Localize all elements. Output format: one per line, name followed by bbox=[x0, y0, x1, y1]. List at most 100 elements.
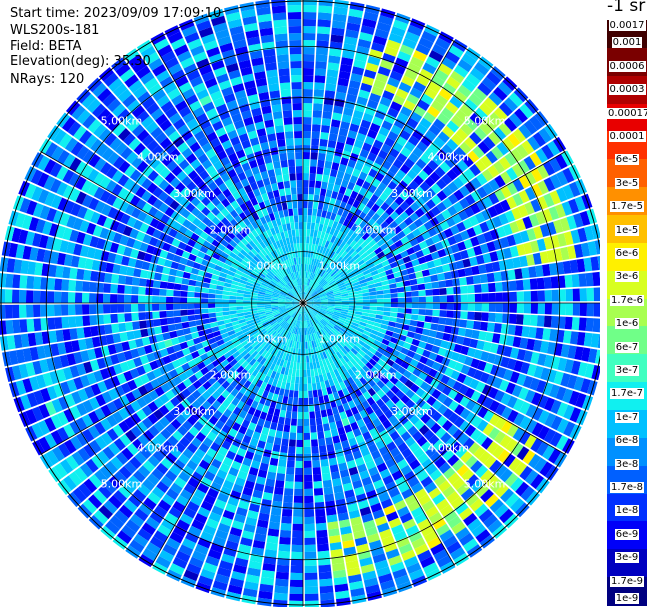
ppi-cell bbox=[295, 278, 299, 286]
ppi-cell bbox=[235, 255, 243, 263]
ppi-cell bbox=[202, 381, 212, 390]
ppi-cell bbox=[413, 447, 425, 459]
ppi-cell bbox=[469, 67, 485, 82]
ppi-cell bbox=[493, 127, 507, 141]
ppi-cell bbox=[484, 262, 494, 273]
ppi-cell bbox=[296, 278, 300, 286]
ppi-cell bbox=[341, 295, 349, 299]
ppi-cell bbox=[543, 397, 556, 412]
ppi-cell bbox=[130, 248, 140, 259]
ppi-cell bbox=[453, 189, 465, 201]
ppi-cell bbox=[389, 191, 399, 201]
ppi-cell bbox=[599, 271, 600, 279]
ppi-cell bbox=[206, 211, 216, 221]
ppi-cell bbox=[469, 378, 480, 390]
ppi-cell bbox=[583, 257, 593, 272]
ppi-cell bbox=[407, 24, 423, 37]
ppi-cell bbox=[428, 434, 440, 446]
ppi-cell bbox=[513, 360, 524, 373]
ppi-cell bbox=[316, 536, 329, 545]
ppi-cell bbox=[103, 217, 114, 229]
ppi-cell bbox=[305, 295, 312, 301]
ppi-cell bbox=[169, 330, 178, 339]
ppi-cell bbox=[321, 327, 328, 335]
ppi-cell bbox=[441, 357, 451, 367]
ppi-cell bbox=[237, 266, 245, 273]
ppi-cell bbox=[453, 310, 461, 319]
ppi-cell bbox=[332, 312, 341, 317]
ppi-cell bbox=[257, 326, 265, 332]
ppi-cell bbox=[340, 271, 348, 278]
ppi-cell bbox=[76, 145, 90, 160]
ppi-cell bbox=[131, 59, 147, 74]
ppi-cell bbox=[357, 360, 366, 369]
ppi-cell bbox=[72, 487, 87, 503]
ppi-cell bbox=[164, 512, 179, 525]
ppi-cell bbox=[107, 252, 117, 263]
ppi-cell bbox=[209, 283, 217, 290]
ppi-cell bbox=[221, 116, 233, 127]
ppi-cell bbox=[311, 292, 319, 297]
ppi-cell bbox=[263, 247, 271, 255]
ppi-cell bbox=[249, 137, 260, 147]
ppi-cell bbox=[347, 197, 356, 206]
ppi-cell bbox=[168, 506, 182, 519]
ppi-cell bbox=[258, 272, 266, 278]
ppi-cell bbox=[482, 253, 492, 264]
ppi-cell bbox=[423, 530, 438, 543]
ppi-cell bbox=[437, 404, 448, 415]
ppi-cell bbox=[240, 324, 249, 331]
ppi-cell bbox=[176, 519, 190, 532]
ppi-cell bbox=[147, 194, 158, 206]
ppi-cell bbox=[415, 408, 426, 419]
ppi-cell bbox=[406, 232, 416, 241]
ppi-cell bbox=[391, 332, 401, 339]
ppi-cell bbox=[518, 387, 529, 401]
ppi-cell bbox=[351, 374, 359, 383]
ppi-cell bbox=[25, 362, 36, 377]
ppi-cell bbox=[286, 460, 295, 468]
ppi-cell bbox=[136, 65, 151, 79]
ppi-cell bbox=[285, 474, 294, 482]
ppi-cell bbox=[194, 164, 206, 175]
ppi-cell bbox=[136, 129, 150, 142]
ppi-cell bbox=[309, 341, 313, 349]
ppi-cell bbox=[305, 293, 310, 300]
ppi-cell bbox=[409, 459, 421, 471]
ppi-cell bbox=[303, 376, 308, 384]
ppi-cell bbox=[286, 307, 294, 312]
ppi-cell bbox=[112, 156, 125, 169]
ppi-cell bbox=[354, 457, 365, 467]
ppi-cell bbox=[155, 70, 171, 83]
ppi-cell bbox=[402, 226, 412, 236]
ppi-cell bbox=[562, 260, 572, 274]
ppi-cell bbox=[175, 100, 188, 112]
ppi-cell bbox=[384, 409, 394, 419]
ppi-cell bbox=[526, 363, 537, 377]
ppi-cell bbox=[303, 369, 307, 377]
ppi-cell bbox=[298, 313, 301, 321]
ppi-cell bbox=[182, 448, 194, 460]
ppi-cell bbox=[428, 49, 444, 63]
ppi-cell bbox=[96, 214, 107, 227]
ppi-cell bbox=[263, 333, 271, 341]
ppi-cell bbox=[362, 330, 371, 337]
ppi-cell bbox=[100, 432, 113, 446]
ppi-cell bbox=[427, 159, 439, 171]
ppi-cell bbox=[28, 216, 40, 232]
ppi-cell bbox=[116, 530, 132, 545]
ppi-cell bbox=[304, 502, 314, 510]
ppi-cell bbox=[88, 425, 101, 439]
ppi-cell bbox=[396, 317, 404, 324]
ppi-cell bbox=[474, 61, 490, 76]
ppi-cell bbox=[282, 431, 290, 440]
ppi-cell bbox=[311, 376, 316, 384]
ppi-cell bbox=[243, 352, 251, 361]
ppi-cell bbox=[192, 106, 205, 118]
ppi-cell bbox=[303, 243, 306, 251]
ppi-cell bbox=[276, 365, 283, 374]
ppi-cell bbox=[49, 370, 60, 385]
ppi-cell bbox=[306, 296, 312, 301]
ppi-cell bbox=[377, 347, 386, 355]
ppi-cell bbox=[270, 422, 278, 431]
